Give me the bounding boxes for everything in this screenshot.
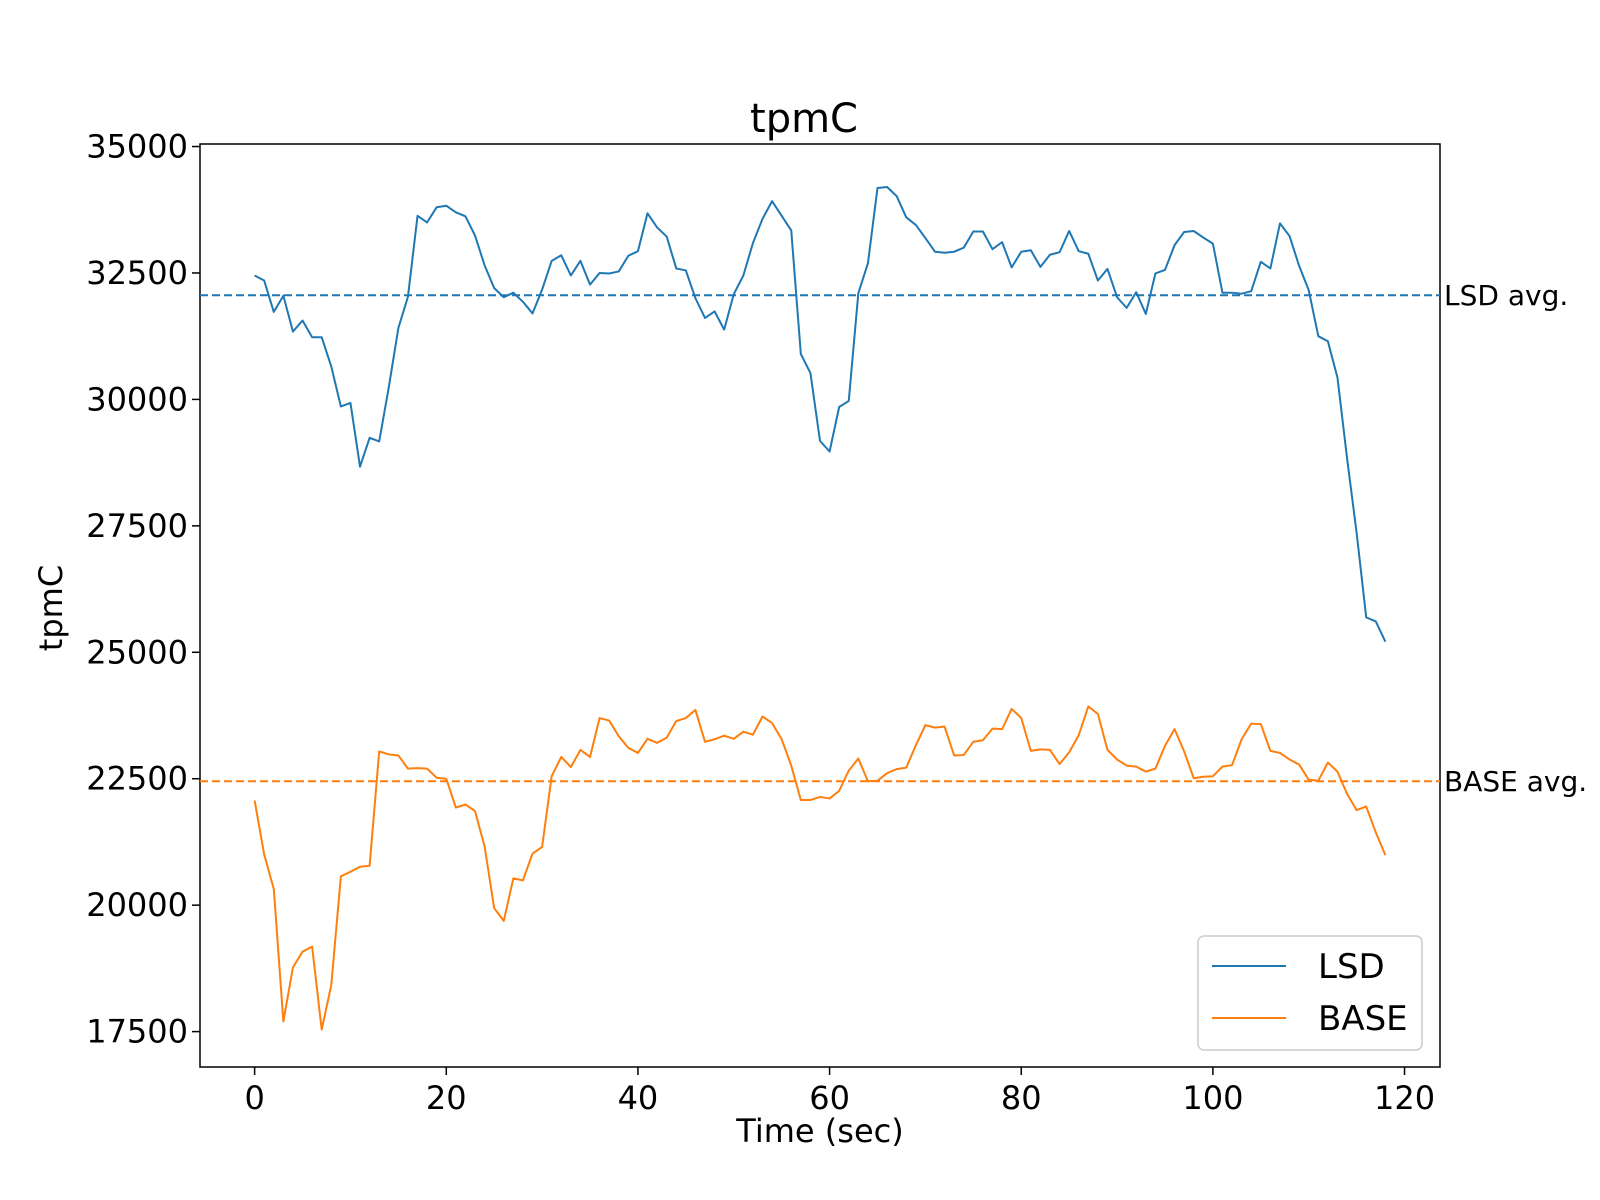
x-tick-label: 60 — [809, 1079, 850, 1117]
reference-lines: LSD avg. BASE avg. — [200, 279, 1587, 798]
x-tick-label: 100 — [1182, 1079, 1243, 1117]
y-axis: 17500 20000 22500 25000 27500 30000 32500 35000 — [86, 128, 200, 1051]
x-tick-label: 20 — [426, 1079, 467, 1117]
plot-frame — [199, 143, 1441, 1068]
y-tick-label: 27500 — [86, 507, 188, 545]
y-tick-label: 20000 — [86, 886, 188, 924]
x-axis-label: Time (sec) — [735, 1112, 903, 1150]
legend: LSD BASE — [1197, 935, 1423, 1051]
legend-box — [1197, 935, 1423, 1051]
x-tick-label: 40 — [618, 1079, 659, 1117]
y-tick-label: 35000 — [86, 128, 188, 166]
x-tick-label: 120 — [1374, 1079, 1435, 1117]
avg-line-label: LSD avg. — [1444, 279, 1568, 312]
y-tick-label: 30000 — [86, 380, 188, 418]
y-tick-label: 22500 — [86, 760, 188, 798]
chart-title: tpmC — [750, 96, 858, 142]
legend-label: LSD — [1318, 947, 1385, 987]
avg-line-label: BASE avg. — [1444, 765, 1587, 798]
legend-label: BASE — [1318, 999, 1408, 1039]
y-axis-label: tpmC — [32, 565, 70, 651]
x-axis: 0 20 40 60 80 100 120 — [244, 1067, 1435, 1117]
y-tick-label: 32500 — [86, 254, 188, 292]
series-line-base — [253, 705, 1387, 1031]
plot-area — [253, 185, 1387, 1031]
y-tick-label: 25000 — [86, 633, 188, 671]
series-line-lsd — [254, 185, 1387, 643]
y-tick-label: 17500 — [86, 1013, 188, 1051]
x-tick-label: 0 — [244, 1079, 264, 1117]
x-tick-label: 80 — [1001, 1079, 1042, 1117]
